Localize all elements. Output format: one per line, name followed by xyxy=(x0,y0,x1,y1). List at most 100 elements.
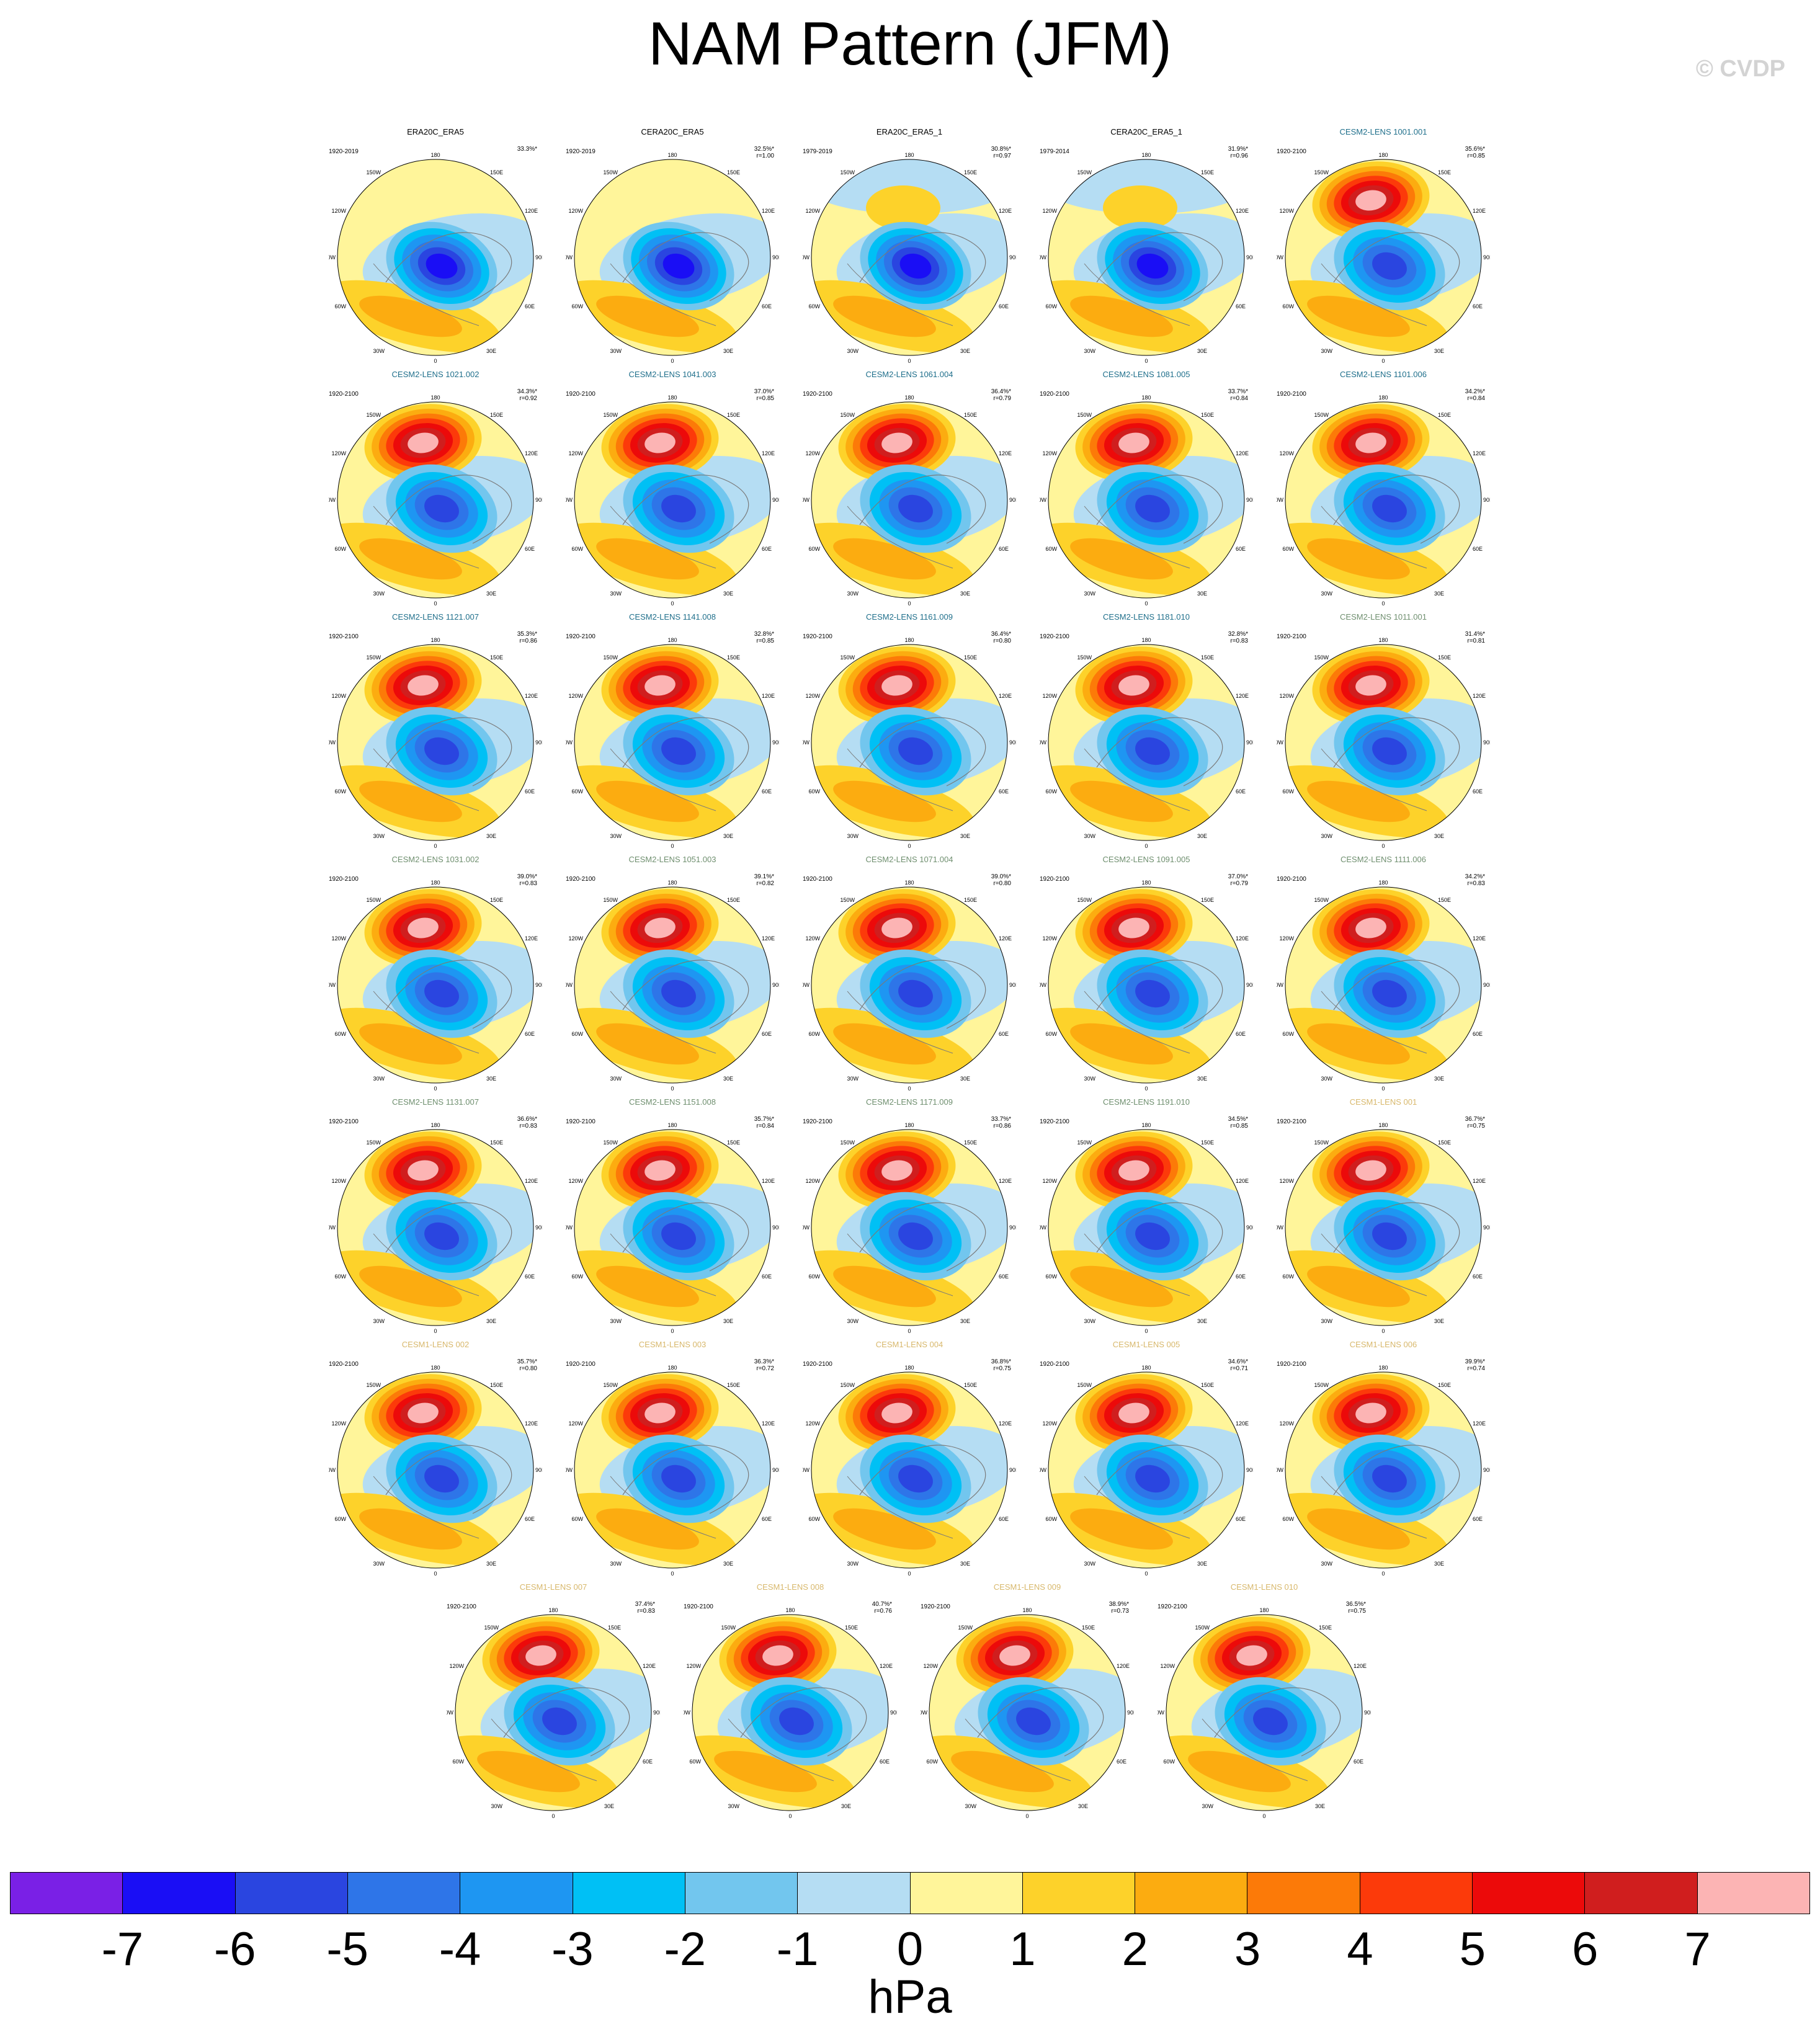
longitude-label: 30E xyxy=(960,1318,970,1324)
longitude-label: 60W xyxy=(1282,788,1294,795)
panel-stats: 32.8%* r=0.83 xyxy=(1228,631,1248,644)
panel-stats: 32.8%* r=0.85 xyxy=(754,631,774,644)
pattern-correlation: r=0.83 xyxy=(1467,880,1485,887)
longitude-label: 0 xyxy=(671,358,674,364)
longitude-label: 90E xyxy=(1483,982,1490,988)
longitude-label: 90W xyxy=(329,1467,336,1473)
map-panel: CESM2-LENS 1081.005 1920-2100 33.7%* r=0.84… xyxy=(1040,370,1253,618)
colorbar-tick: -1 xyxy=(776,1923,819,1976)
panel-period: 1920-2100 xyxy=(329,391,359,398)
longitude-label: 90E xyxy=(1009,1224,1016,1231)
panel-period: 1920-2100 xyxy=(1040,1361,1069,1368)
longitude-label: 180 xyxy=(1259,1607,1269,1613)
pattern-correlation: r=0.83 xyxy=(1230,638,1248,644)
longitude-label: 60E xyxy=(1236,788,1246,795)
longitude-label: 150W xyxy=(366,169,381,176)
longitude-label: 60W xyxy=(808,546,820,552)
variance-explained: 35.7%* xyxy=(754,1116,774,1123)
longitude-label: 120E xyxy=(999,693,1012,699)
longitude-label: 120E xyxy=(999,935,1012,942)
panel-period: 1920-2100 xyxy=(329,876,359,883)
longitude-label: 30W xyxy=(1321,1318,1332,1324)
polar-map: 180 0 150W 150E 120W 120E 90W 90E 60W 60E 30W 30E xyxy=(566,1122,779,1334)
longitude-label: 30E xyxy=(1197,1076,1207,1082)
polar-map: 180 0 150W 150E 120W 120E 90W 90E 60W 60E 30W 30E xyxy=(1277,880,1490,1092)
map-panel: CESM2-LENS 1161.009 1920-2100 36.4%* r=0.80… xyxy=(803,612,1016,860)
longitude-label: 0 xyxy=(1381,1571,1385,1577)
variance-explained: 31.9%* xyxy=(1228,146,1248,153)
longitude-label: 30E xyxy=(1197,1561,1207,1567)
panel-stats: 33.3%* xyxy=(517,146,537,153)
longitude-label: 180 xyxy=(904,880,914,886)
longitude-label: 30E xyxy=(1434,1076,1444,1082)
colorbar-swatch xyxy=(1585,1873,1698,1914)
map-panel: CESM2-LENS 1191.010 1920-2100 34.5%* r=0.85… xyxy=(1040,1097,1253,1345)
map-panel: CESM2-LENS 1031.002 1920-2100 39.0%* r=0.83… xyxy=(329,855,542,1103)
longitude-label: 120W xyxy=(331,935,346,942)
longitude-label: 150W xyxy=(1314,169,1329,176)
panel-stats: 36.4%* r=0.79 xyxy=(991,388,1011,402)
longitude-label: 180 xyxy=(667,880,677,886)
panel-period: 1920-2019 xyxy=(329,148,359,155)
panel-title: CESM2-LENS 1061.004 xyxy=(865,370,953,379)
longitude-label: 90W xyxy=(566,1224,573,1231)
longitude-label: 150W xyxy=(840,1139,855,1146)
panel-title: CESM2-LENS 1071.004 xyxy=(865,855,953,864)
map-panel: CESM2-LENS 1131.007 1920-2100 36.6%* r=0.83… xyxy=(329,1097,542,1345)
longitude-label: 90W xyxy=(803,497,810,503)
longitude-label: 120W xyxy=(1042,693,1057,699)
longitude-label: 120W xyxy=(568,693,583,699)
pattern-correlation: r=0.85 xyxy=(756,638,774,644)
map-panel: CESM1-LENS 009 1920-2100 38.9%* r=0.73 180 0 1… xyxy=(921,1582,1134,1830)
longitude-label: 0 xyxy=(1381,600,1385,607)
variance-explained: 30.8%* xyxy=(991,146,1011,153)
colorbar xyxy=(10,1872,1810,1914)
longitude-label: 90W xyxy=(1277,739,1283,746)
longitude-label: 60W xyxy=(1045,303,1057,310)
variance-explained: 37.0%* xyxy=(1228,873,1248,880)
variance-explained: 36.3%* xyxy=(754,1358,774,1365)
longitude-label: 150W xyxy=(840,654,855,661)
longitude-label: 60E xyxy=(762,303,772,310)
longitude-label: 90W xyxy=(329,739,336,746)
longitude-label: 60E xyxy=(525,303,535,310)
longitude-label: 90E xyxy=(535,739,542,746)
longitude-label: 120W xyxy=(449,1663,464,1669)
colorbar-tick: -4 xyxy=(439,1923,481,1976)
variance-explained: 36.5%* xyxy=(1345,1601,1366,1608)
map-panel: CESM1-LENS 008 1920-2100 40.7%* r=0.76 180 0 1… xyxy=(684,1582,897,1830)
longitude-label: 180 xyxy=(430,880,440,886)
panel-period: 1979-2014 xyxy=(1040,148,1069,155)
longitude-label: 120E xyxy=(762,208,775,214)
longitude-label: 90W xyxy=(684,1709,690,1716)
map-panel: CESM1-LENS 007 1920-2100 37.4%* r=0.83 180 0 1… xyxy=(447,1582,660,1830)
polar-map: 180 0 150W 150E 120W 120E 90W 90E 60W 60E 30W 30E xyxy=(803,637,1016,849)
longitude-label: 180 xyxy=(904,1365,914,1371)
longitude-label: 150W xyxy=(840,897,855,903)
polar-map: 180 0 150W 150E 120W 120E 90W 90E 60W 60E 30W 30E xyxy=(1040,152,1253,364)
polar-map: 180 0 150W 150E 120W 120E 90W 90E 60W 60E 30W 30E xyxy=(803,152,1016,364)
longitude-label: 0 xyxy=(434,600,437,607)
longitude-label: 150E xyxy=(727,897,740,903)
longitude-label: 60W xyxy=(1282,1516,1294,1522)
longitude-label: 30W xyxy=(610,1318,622,1324)
panel-title: CESM1-LENS 007 xyxy=(519,1582,587,1592)
polar-map: 180 0 150W 150E 120W 120E 90W 90E 60W 60E 30W 30E xyxy=(1277,1365,1490,1577)
longitude-label: 150W xyxy=(1195,1625,1210,1631)
longitude-label: 0 xyxy=(434,358,437,364)
colorbar-swatch xyxy=(1022,1873,1136,1914)
panel-stats: 35.7%* r=0.80 xyxy=(517,1358,537,1372)
longitude-label: 150E xyxy=(964,412,977,418)
longitude-label: 90E xyxy=(1127,1709,1134,1716)
variance-explained: 34.2%* xyxy=(1465,388,1485,395)
longitude-label: 0 xyxy=(908,843,911,849)
panel-stats: 37.0%* r=0.85 xyxy=(754,388,774,402)
longitude-label: 120W xyxy=(1279,693,1294,699)
longitude-label: 120E xyxy=(1473,693,1486,699)
longitude-label: 90E xyxy=(772,739,779,746)
polar-map: 180 0 150W 150E 120W 120E 90W 90E 60W 60E 30W 30E xyxy=(1040,394,1253,607)
longitude-label: 90W xyxy=(1040,739,1046,746)
panel-stats: 34.2%* r=0.83 xyxy=(1465,873,1485,887)
map-panel: ERA20C_ERA5_1 1979-2019 30.8%* r=0.97 180 0 15… xyxy=(803,127,1016,375)
panel-title: CESM2-LENS 1041.003 xyxy=(628,370,716,379)
